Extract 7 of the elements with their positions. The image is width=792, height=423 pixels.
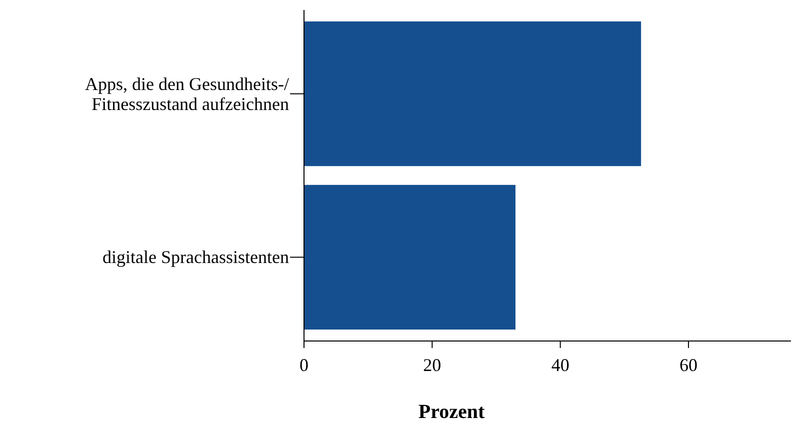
y-tick-label: Apps, die den Gesundheits-/ Fitnesszustand aufzeichnen xyxy=(85,74,289,114)
y-tick-label: digitale Sprachassistenten xyxy=(102,247,289,268)
x-tick-label: 0 xyxy=(300,355,308,375)
x-tick-label: 60 xyxy=(679,355,698,375)
x-tick-label: 20 xyxy=(423,355,442,375)
x-axis-title: Prozent xyxy=(418,401,485,423)
x-tick-label: 40 xyxy=(551,355,570,375)
